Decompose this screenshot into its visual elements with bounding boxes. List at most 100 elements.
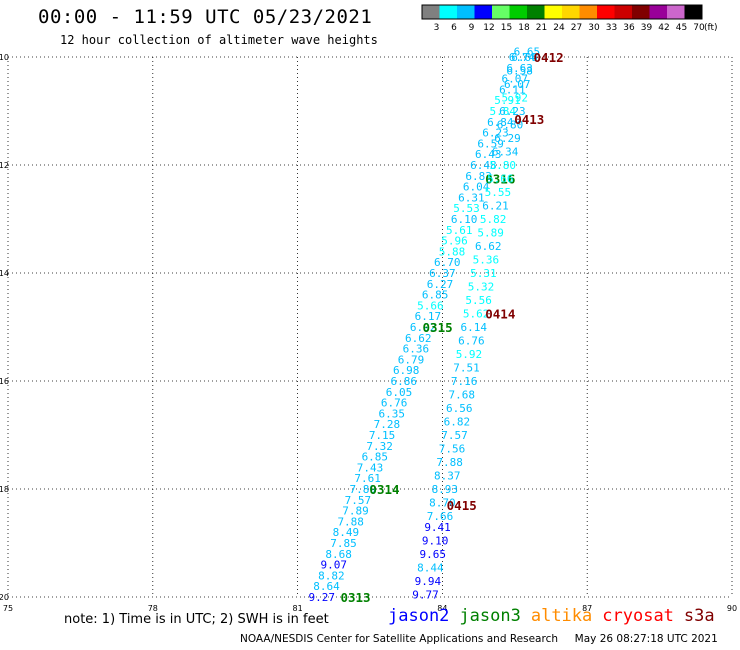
wave-height-label: 6.62: [475, 240, 502, 253]
satellite-jason2: jason2: [388, 606, 450, 626]
legend-bin-label: 3: [434, 23, 440, 33]
wave-height-label: 6.85: [362, 451, 389, 464]
wave-height-label: 6.58: [506, 65, 533, 78]
wave-height-label: 6.84: [487, 116, 514, 129]
legend-bin-label: 21: [536, 23, 547, 33]
wave-height-label: 6.59: [477, 137, 504, 150]
wave-height-label: 6.36: [403, 343, 430, 356]
wave-height-label: 7.43: [357, 461, 384, 474]
wave-height-label: 6.56: [446, 402, 473, 415]
wave-height-label: 5.36: [473, 254, 500, 267]
wave-height-label: 6.05: [386, 386, 413, 399]
legend-bin-label: 45: [676, 23, 687, 33]
wave-height-label: 8.49: [333, 526, 360, 539]
pass-label: 0412: [534, 50, 564, 65]
satellite-legend: jason2 jason3 altika cryosat s3a: [388, 606, 725, 626]
legend-swatch: [527, 5, 545, 19]
wave-height-label: 6.82: [444, 416, 471, 429]
wave-height-label: 6.31: [458, 191, 485, 204]
wave-height-label: 6.07: [504, 78, 531, 91]
legend-frame: [421, 4, 703, 20]
wave-height-label: 7.57: [441, 429, 468, 442]
legend-bin-label: 12: [483, 23, 494, 33]
legend-bin-label: 24: [553, 23, 565, 33]
legend-unit: (ft): [704, 23, 718, 33]
x-tick-label: 75: [3, 604, 13, 613]
wave-height-label: 9.94: [415, 575, 442, 588]
legend-swatch: [492, 5, 510, 19]
satellite-s3a: s3a: [683, 606, 715, 626]
wave-height-label: 5.32: [468, 281, 495, 294]
wave-height-label: 5.61: [446, 224, 473, 237]
wave-height-label: 8.44: [417, 561, 444, 574]
wave-height-label: 6.92: [410, 321, 437, 334]
pass-label: 0315: [423, 320, 453, 335]
legend-swatch: [422, 5, 440, 19]
wave-height-label: 5.92: [502, 92, 529, 105]
wave-height-label: 6.10: [451, 213, 478, 226]
footer-note: note: 1) Time is in UTC; 2) SWH is in fe…: [64, 612, 329, 627]
wave-height-label: 6.65: [514, 46, 541, 59]
wave-height-label: 6.04: [463, 181, 490, 194]
wave-height-label: 7.28: [374, 418, 401, 431]
wave-height-label: 6.80: [497, 119, 524, 132]
legend-swatch: [579, 5, 597, 19]
chart-subtitle: 12 hour collection of altimeter wave hei…: [60, 33, 378, 47]
wave-height-label: 9.27: [308, 591, 335, 604]
wave-height-label: 6.23: [499, 105, 526, 118]
legend-swatch: [632, 5, 650, 19]
wave-height-label: 9.07: [321, 559, 348, 572]
wave-height-label: 6.85: [422, 289, 449, 302]
wave-height-label: 6.83: [465, 170, 492, 183]
chart-title: 00:00 - 11:59 UTC 05/23/2021: [38, 6, 373, 28]
wave-height-label: 5.66: [487, 173, 514, 186]
wave-height-label: 6.74: [509, 51, 536, 64]
satellite-cryosat: cryosat: [602, 606, 674, 626]
pass-label: 0313: [340, 590, 370, 605]
x-tick-label: 87: [582, 604, 592, 613]
wave-height-label: 6.86: [391, 375, 418, 388]
wave-height-label: 7.88: [436, 456, 463, 469]
wave-height-label: 7.89: [350, 483, 377, 496]
wave-height-label: 6.14: [461, 321, 488, 334]
pass-label: 0414: [485, 307, 515, 322]
wave-height-label: 5.66: [417, 299, 444, 312]
wave-height-label: 6.76: [381, 397, 408, 410]
wave-height-label: 5.55: [485, 186, 512, 199]
wave-height-label: 7.56: [439, 443, 466, 456]
wave-height-label: 6.17: [415, 310, 442, 323]
wave-height-label: 7.61: [354, 472, 381, 485]
legend-bin-label: 27: [571, 23, 582, 33]
legend-swatch: [684, 5, 702, 19]
wave-height-label: 8.68: [325, 548, 352, 561]
footer-credit: NOAA/NESDIS Center for Satellite Applica…: [240, 633, 718, 645]
wave-height-label: 6.21: [482, 200, 509, 213]
legend-swatch: [667, 5, 685, 19]
wave-height-label: 7.16: [451, 375, 478, 388]
pass-label: 0314: [369, 482, 399, 497]
pass-label: 0413: [514, 112, 544, 127]
legend-bin-label: 42: [658, 23, 669, 33]
wave-height-label: 7.85: [330, 537, 357, 550]
satellite-jason3: jason3: [459, 606, 521, 626]
wave-height-label: 8.82: [318, 569, 345, 582]
wave-height-label: 9.10: [422, 534, 449, 547]
legend-bin-label: 15: [501, 23, 512, 33]
legend-bin-label: 6: [451, 23, 457, 33]
pass-label: 0316: [485, 172, 515, 187]
wave-height-label: 7.89: [342, 505, 369, 518]
wave-height-label: 5.88: [439, 245, 466, 258]
legend-bin-label: 30: [588, 23, 600, 33]
wave-height-label: 8.64: [313, 580, 340, 593]
wave-height-label: 6.70: [434, 256, 461, 269]
legend-swatch: [509, 5, 527, 19]
legend-swatch: [597, 5, 615, 19]
wave-height-label: 6.63: [506, 62, 533, 75]
wave-height-label: 5.89: [477, 227, 504, 240]
y-tick-label: -18: [0, 485, 9, 494]
wave-height-label: 6.76: [458, 335, 485, 348]
satellite-altika: altika: [530, 606, 593, 626]
wave-height-label: 8.70: [429, 497, 456, 510]
wave-height-label: 5.80: [489, 159, 516, 172]
